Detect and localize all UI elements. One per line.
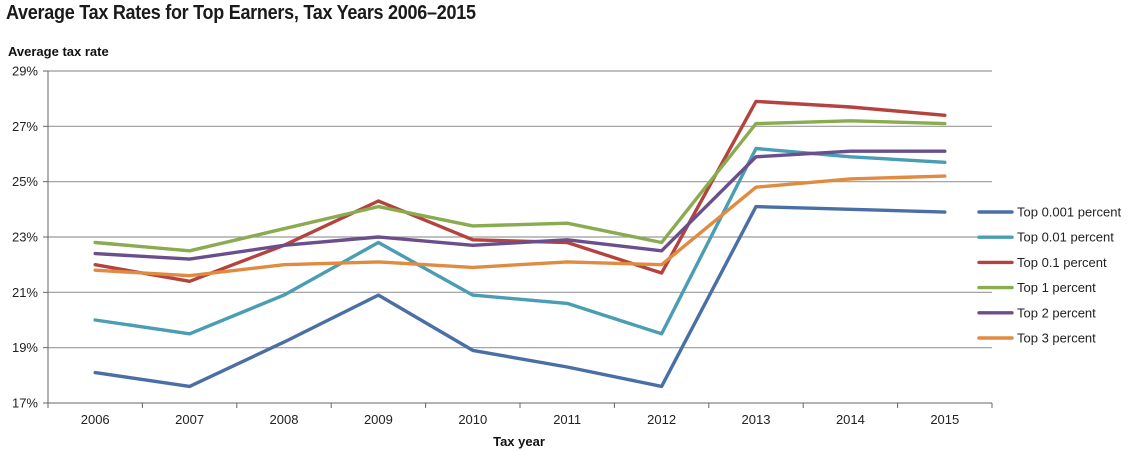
x-axis-title: Tax year — [493, 434, 545, 449]
legend-label: Top 3 percent — [1017, 331, 1096, 346]
x-tick-label: 2008 — [270, 412, 299, 427]
y-tick-label: 29% — [12, 64, 38, 79]
y-tick-label: 25% — [12, 174, 38, 189]
y-tick-label: 17% — [12, 396, 38, 411]
legend-label: Top 1 percent — [1017, 280, 1096, 295]
y-tick-label: 21% — [12, 285, 38, 300]
legend-label: Top 2 percent — [1017, 305, 1096, 320]
series-line — [93, 149, 947, 261]
legend-label: Top 0.1 percent — [1017, 255, 1107, 270]
x-tick-label: 2007 — [175, 412, 204, 427]
series-line — [93, 119, 947, 253]
x-tick-label: 2009 — [364, 412, 393, 427]
axes — [43, 70, 993, 408]
legend-label: Top 0.001 percent — [1017, 205, 1121, 220]
legend: Top 0.001 percent Top 0.01 percent Top 0.1… — [977, 205, 1121, 346]
x-tick-label: 2010 — [458, 412, 487, 427]
series-line — [93, 204, 947, 389]
x-tick-label: 2011 — [553, 412, 581, 427]
x-tick-label: 2013 — [742, 412, 771, 427]
chart-title: Average Tax Rates for Top Earners, Tax Y… — [6, 2, 476, 24]
x-tick-label: 2015 — [930, 412, 959, 427]
y-axis-title: Average tax rate — [8, 44, 109, 59]
y-tick-labels: 17% 19% 21% 23% 25% 27% 29% — [12, 64, 38, 411]
series-line — [93, 174, 947, 278]
x-tick-label: 2012 — [647, 412, 676, 427]
y-tick-label: 23% — [12, 230, 38, 245]
y-tick-label: 19% — [12, 340, 38, 355]
y-tick-label: 27% — [12, 119, 38, 134]
x-tick-label: 2014 — [836, 412, 865, 427]
series-lines — [93, 99, 947, 389]
legend-label: Top 0.01 percent — [1017, 230, 1114, 245]
x-tick-labels: 2006 2007 2008 2009 2010 2011 2012 2013 2014 2015 — [81, 412, 960, 427]
x-tick-label: 2006 — [81, 412, 110, 427]
